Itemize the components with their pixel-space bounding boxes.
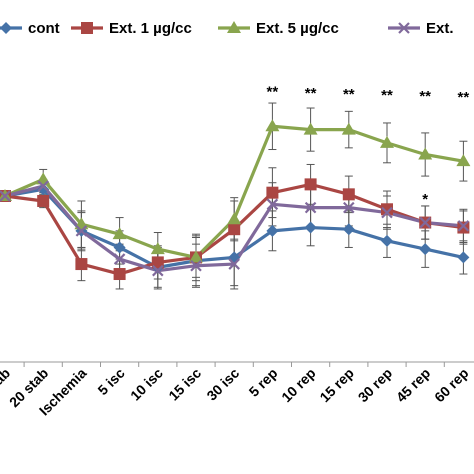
legend-label: Ext. 1 µg/cc [109, 20, 192, 37]
x-tick-label-60-rep: 60 rep [431, 365, 471, 405]
x-tick-label-stab: stab [0, 365, 13, 397]
marker-cont-5-isc [113, 241, 126, 254]
marker-ext-60-rep [457, 220, 470, 232]
legend-swatch-marker [227, 21, 241, 33]
marker-cont-5-rep [266, 224, 279, 237]
marker-ext-5-rep [266, 198, 279, 211]
x-tick-label-5-isc: 5 isc [94, 365, 127, 398]
legend-item-ext-1-ug-cc: Ext. 1 µg/cc [71, 20, 192, 37]
marker-ext-1-ug-cc-30-isc [228, 223, 241, 236]
marker-ext-1-ug-cc-ischemia [75, 258, 88, 271]
x-tick-label-10-rep: 10 rep [278, 365, 318, 405]
chart-legend: cont Ext. 1 µg/cc Ext. 5 µg/cc Ext. [0, 20, 454, 37]
legend-item-cont: cont [0, 20, 60, 37]
significance-30-rep: ** [381, 87, 393, 104]
legend-label: Ext. 5 µg/cc [256, 20, 339, 37]
marker-ext-1-ug-cc-10-rep [304, 178, 317, 191]
marker-ext-1-ug-cc-30-rep [381, 203, 393, 216]
marker-ext-5-ug-cc-15-isc [189, 250, 203, 263]
marker-ext-5-ug-cc-15-rep [341, 122, 356, 135]
marker-ext-5-ug-cc-30-isc [227, 212, 242, 225]
legend-swatch-marker [0, 22, 12, 34]
legend-item-ext-5-ug-cc: Ext. 5 µg/cc [218, 20, 339, 37]
marker-cont-30-rep [381, 234, 393, 247]
marker-ext-20-stab [37, 180, 49, 192]
legend-swatch-marker [398, 22, 410, 34]
marker-cont-20-stab [37, 183, 50, 196]
plot-area: ** ** ** ** ** *** [0, 84, 471, 290]
significance-45-rep: * [422, 191, 428, 208]
marker-ext-5-isc [113, 253, 126, 265]
significance-10-rep: ** [305, 85, 317, 102]
marker-ext-5-ug-cc-5-isc [112, 227, 127, 240]
marker-ext-1-ug-cc-15-rep [342, 188, 355, 201]
x-tick-label-30-isc: 30 isc [203, 365, 242, 404]
legend-item-ext: Ext. [388, 20, 454, 37]
marker-ext-15-isc [190, 259, 202, 272]
marker-ext-5-ug-cc-45-rep [418, 147, 433, 160]
marker-ext-15-rep [343, 201, 355, 214]
marker-ext-30-rep [381, 206, 393, 219]
significance-60-rep: ** [458, 89, 470, 106]
marker-ext-5-ug-cc-10-rep [303, 122, 318, 135]
marker-cont-10-rep [304, 221, 317, 234]
marker-cont-45-rep [419, 243, 432, 256]
x-tick-label-15-rep: 15 rep [316, 365, 356, 405]
marker-ext-5-ug-cc-60-rep [456, 154, 471, 167]
marker-ext-ischemia [75, 225, 88, 237]
significance-annotations: ** ** ** ** ** *** [267, 84, 470, 208]
x-tick-label-15-isc: 15 isc [165, 365, 204, 404]
significance-15-rep: ** [343, 86, 355, 103]
significance-5-rep: ** [267, 84, 279, 101]
significance-45-rep: ** [419, 88, 431, 105]
x-tick-label-45-rep: 45 rep [393, 365, 433, 405]
marker-ext-45-rep [419, 216, 431, 229]
marker-cont-60-rep [457, 251, 470, 264]
legend-label: Ext. [426, 20, 454, 37]
marker-ext-30-isc [228, 258, 240, 270]
marker-ext-1-ug-cc-60-rep [457, 221, 470, 234]
marker-ext-1-ug-cc-5-rep [266, 186, 279, 199]
marker-ext-5-ug-cc-30-rep [380, 135, 394, 148]
series-markers [0, 119, 471, 281]
x-tick-label-30-rep: 30 rep [355, 365, 395, 405]
marker-ext-5-ug-cc-10-isc [150, 242, 165, 255]
legend-label: cont [28, 20, 60, 37]
marker-ext-1-ug-cc-20-stab [37, 194, 50, 207]
legend-swatch-marker [81, 22, 93, 34]
marker-cont-15-rep [342, 223, 355, 236]
marker-ext-stab [0, 190, 11, 202]
marker-ext-5-ug-cc-5-rep [265, 119, 280, 132]
marker-ext-1-ug-cc-10-isc [151, 256, 164, 269]
marker-ext-10-rep [304, 201, 317, 214]
marker-ext-10-isc [152, 264, 164, 277]
x-tick-label-10-isc: 10 isc [127, 365, 166, 404]
x-tick-label-5-rep: 5 rep [246, 365, 281, 400]
marker-ext-1-ug-cc-5-isc [113, 268, 126, 281]
